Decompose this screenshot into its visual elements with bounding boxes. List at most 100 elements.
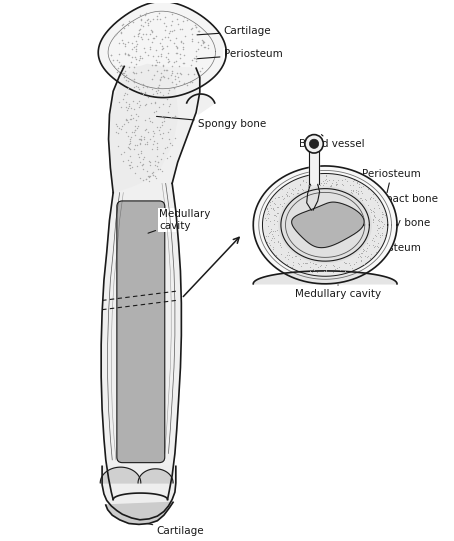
Point <box>308 230 315 239</box>
Point <box>134 32 142 41</box>
Point <box>123 90 130 99</box>
Point <box>119 20 127 29</box>
Point <box>300 236 307 245</box>
Point <box>138 161 145 169</box>
Point <box>167 152 174 161</box>
Point <box>326 249 333 258</box>
Point <box>170 58 178 67</box>
Polygon shape <box>98 2 226 97</box>
Point <box>199 36 207 45</box>
Point <box>295 246 302 254</box>
Point <box>123 103 130 111</box>
Point <box>326 219 333 228</box>
Point <box>136 24 143 33</box>
Point <box>146 30 153 38</box>
Point <box>204 44 211 52</box>
Point <box>335 212 342 220</box>
Point <box>188 56 195 64</box>
Text: Endosteum: Endosteum <box>362 236 421 253</box>
Point <box>143 124 150 133</box>
Point <box>130 69 138 77</box>
Point <box>132 82 139 91</box>
Point <box>323 206 331 214</box>
Point <box>133 110 140 118</box>
Point <box>155 126 163 134</box>
Point <box>159 91 167 100</box>
Point <box>141 11 148 19</box>
Point <box>130 128 138 136</box>
Point <box>119 68 127 77</box>
Text: Compact bone: Compact bone <box>362 194 438 206</box>
Point <box>194 37 201 46</box>
Point <box>333 212 340 221</box>
Point <box>126 143 133 152</box>
Point <box>180 17 187 25</box>
Point <box>135 122 142 130</box>
Point <box>156 130 163 138</box>
Point <box>157 164 164 173</box>
Point <box>114 122 121 130</box>
Point <box>121 120 128 128</box>
Point <box>321 195 328 203</box>
Point <box>131 141 138 149</box>
Point <box>127 134 134 143</box>
Point <box>193 56 200 65</box>
Point <box>130 43 138 51</box>
Point <box>129 38 136 47</box>
Point <box>145 14 152 23</box>
Point <box>118 62 125 70</box>
Point <box>135 153 143 161</box>
Point <box>158 73 165 82</box>
Point <box>117 29 124 38</box>
Point <box>128 128 135 136</box>
Point <box>116 70 123 79</box>
Point <box>153 12 161 21</box>
Point <box>131 126 138 134</box>
Point <box>144 66 151 75</box>
Point <box>153 67 161 75</box>
Point <box>145 114 153 122</box>
Point <box>141 126 148 135</box>
Point <box>127 160 134 169</box>
Point <box>178 36 185 45</box>
Point <box>153 57 160 66</box>
Point <box>137 11 144 20</box>
Point <box>148 26 156 35</box>
Point <box>166 36 173 44</box>
Point <box>292 237 299 246</box>
Point <box>145 176 153 185</box>
Point <box>156 57 163 66</box>
Polygon shape <box>262 174 388 276</box>
Point <box>133 124 141 133</box>
Point <box>152 157 159 166</box>
Point <box>140 153 148 161</box>
Point <box>153 145 160 154</box>
Point <box>165 86 173 95</box>
Point <box>125 37 132 46</box>
Point <box>148 85 156 94</box>
Point <box>125 101 132 110</box>
Point <box>286 209 294 217</box>
Point <box>193 23 200 32</box>
Point <box>123 128 130 136</box>
Point <box>180 44 187 53</box>
Point <box>122 98 129 107</box>
Point <box>322 203 330 212</box>
Point <box>199 39 207 48</box>
Point <box>332 234 340 242</box>
Point <box>311 214 318 223</box>
Point <box>138 68 145 77</box>
Point <box>148 38 156 47</box>
Point <box>352 223 359 232</box>
Point <box>120 24 127 32</box>
Point <box>133 44 140 53</box>
Point <box>129 18 137 27</box>
Point <box>315 200 322 209</box>
Point <box>138 80 145 88</box>
Point <box>304 248 311 257</box>
Point <box>347 246 355 254</box>
Point <box>338 249 345 258</box>
Point <box>326 243 334 252</box>
Point <box>318 237 326 246</box>
Point <box>188 61 195 69</box>
